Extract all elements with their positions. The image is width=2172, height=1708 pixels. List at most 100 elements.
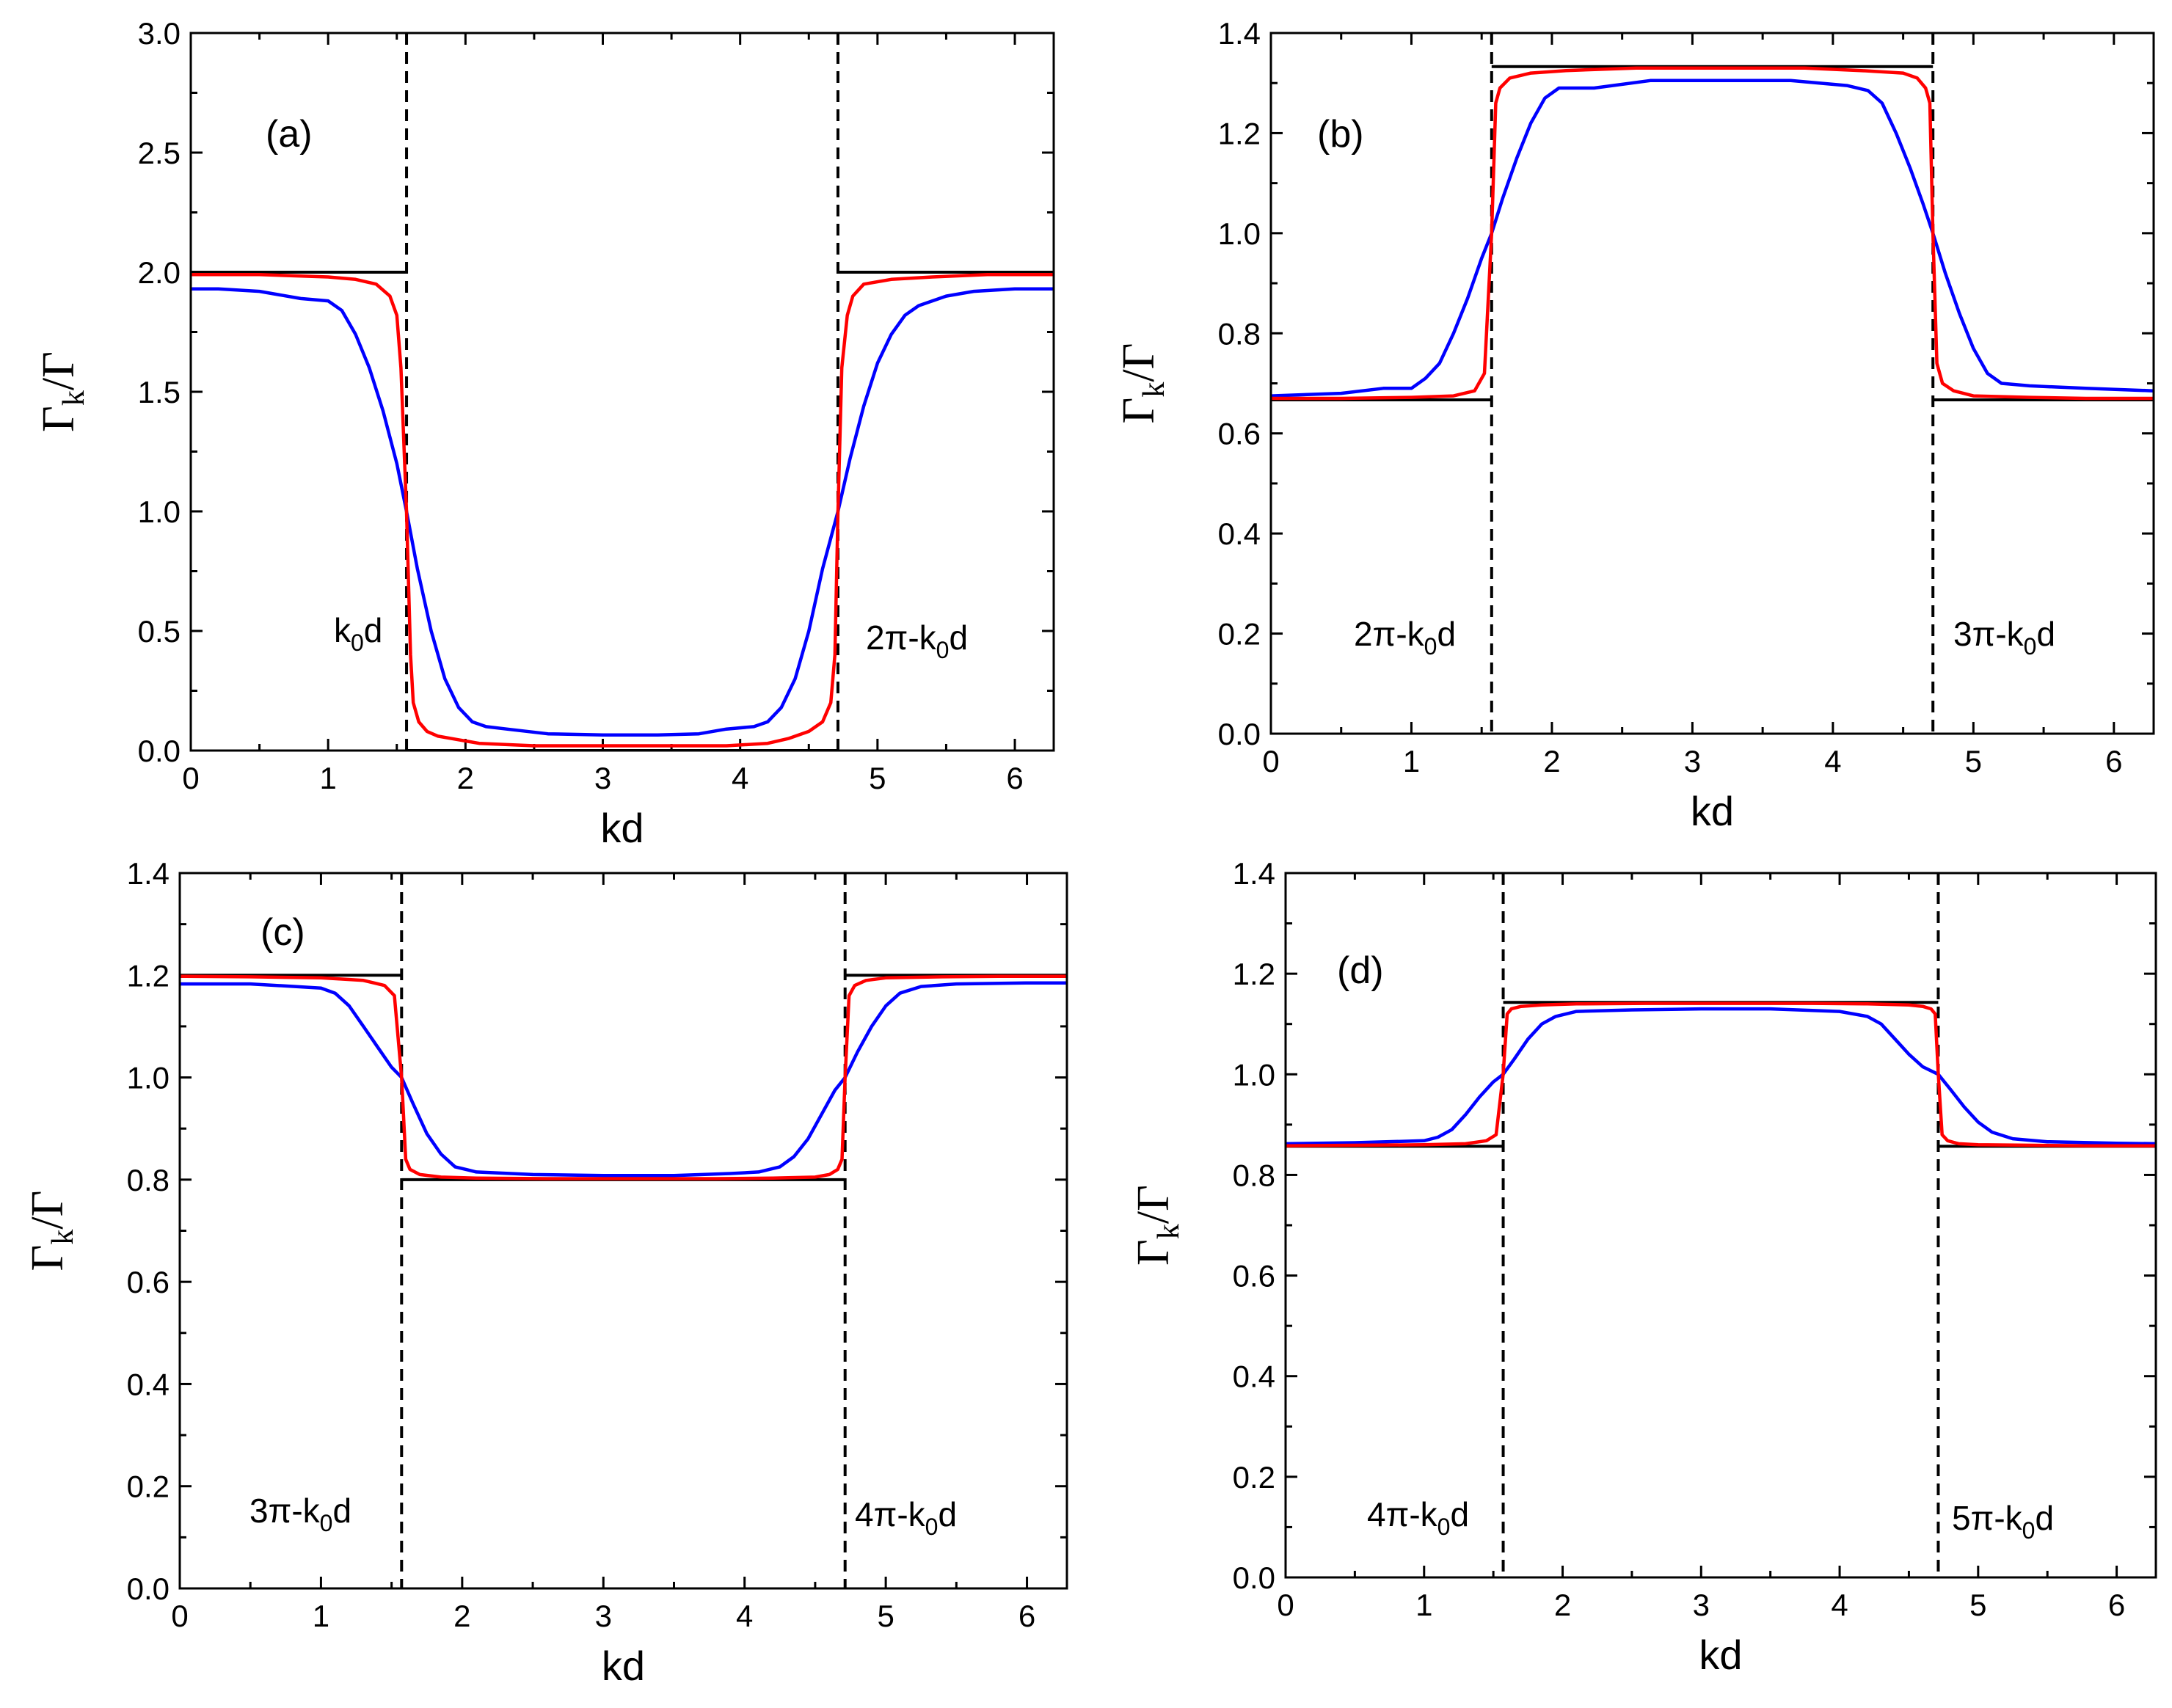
- y-tick-label: 1.0: [138, 494, 181, 529]
- y-label-subscript: k: [57, 390, 91, 406]
- x-tick-label: 3: [1684, 744, 1701, 778]
- annotation-text: k: [334, 611, 351, 649]
- y-label-main: Γ: [1114, 398, 1164, 424]
- panel-label: (a): [266, 113, 313, 156]
- vline-annotation: 4π-k0d: [855, 1495, 957, 1540]
- y-label-main: Γ: [23, 1245, 73, 1271]
- y-tick-label: 1.0: [1218, 216, 1261, 251]
- annotation-subscript: 0: [351, 629, 364, 656]
- y-label-subscript: k: [1152, 1224, 1186, 1239]
- x-axis-label: kd: [1699, 1632, 1742, 1678]
- vline-annotation: 2π-k0d: [866, 618, 968, 663]
- x-tick-label: 5: [1965, 744, 1982, 778]
- y-tick-label: 0.2: [1218, 617, 1261, 652]
- series-blue: [1271, 79, 2154, 398]
- y-tick-label: 1.0: [1233, 1057, 1275, 1092]
- plot-frame: [178, 872, 1068, 1590]
- x-axis-label: kd: [600, 805, 644, 851]
- annotation-text: 2π-k: [866, 618, 937, 657]
- x-axis-label: kd: [602, 1643, 645, 1689]
- y-axis-label: Γk/Γ: [23, 1191, 80, 1271]
- annotation-text-tail: d: [2035, 1499, 2054, 1537]
- x-tick-label: 4: [732, 761, 748, 795]
- plot-frame: [1269, 32, 2155, 735]
- annotation-text: 4π-k: [1367, 1495, 1438, 1533]
- annotation-subscript: 0: [925, 1514, 939, 1540]
- y-tick-label: 0.4: [127, 1367, 170, 1401]
- y-label-main: Γ: [1129, 1239, 1178, 1266]
- x-tick-label: 4: [736, 1599, 753, 1633]
- annotation-text-tail: d: [1437, 615, 1456, 653]
- panel-c: 0 1 2 3 4 5 60.00.20.40.60.81.01.21.4(c)3π-k0d…: [23, 856, 1068, 1689]
- annotation-text-tail: d: [332, 1492, 351, 1530]
- y-tick-label: 0.6: [127, 1265, 170, 1299]
- plot-frame: [1284, 872, 2157, 1579]
- theory-lines: [1286, 1001, 2156, 1148]
- annotation-text-tail: d: [1450, 1495, 1469, 1533]
- x-tick-label: 5: [877, 1599, 894, 1633]
- theory-lines: [191, 271, 1054, 751]
- y-tick-label: 1.2: [1233, 957, 1275, 991]
- x-tick-label: 4: [1824, 744, 1841, 778]
- panel-b: 0 1 2 3 4 5 60.00.20.40.60.81.01.21.4(b)2π-k0d…: [1114, 16, 2155, 834]
- x-tick-label: 6: [1006, 761, 1023, 795]
- annotation-text: 2π-k: [1354, 615, 1425, 653]
- series-blue: [180, 981, 1067, 1178]
- y-tick-label: 0.2: [127, 1470, 170, 1504]
- y-tick-label: 1.4: [1218, 16, 1261, 51]
- annotation-subscript: 0: [1437, 1514, 1451, 1540]
- annotation-text: 5π-k: [1952, 1499, 2023, 1537]
- x-tick-label: 6: [2108, 1588, 2125, 1622]
- series-red: [1286, 1001, 2156, 1147]
- x-tick-label: 0: [1262, 744, 1279, 778]
- y-tick-label: 3.0: [138, 16, 181, 51]
- y-tick-label: 0.0: [1233, 1561, 1275, 1595]
- y-label-tail: /Γ: [23, 1191, 73, 1230]
- y-tick-label: 2.0: [138, 255, 181, 290]
- y-label-main: Γ: [34, 406, 84, 432]
- x-tick-label: 5: [1969, 1588, 1986, 1622]
- annotation-text: 3π-k: [1953, 615, 2025, 653]
- x-tick-label: 1: [1403, 744, 1420, 778]
- x-tick-label: 6: [1018, 1599, 1035, 1633]
- vline-annotation: 4π-k0d: [1367, 1495, 1469, 1540]
- annotation-text-tail: d: [949, 618, 968, 657]
- annotation-subscript: 0: [2022, 1517, 2036, 1544]
- x-tick-label: 3: [594, 761, 611, 795]
- y-axis-label: Γk/Γ: [1129, 1185, 1186, 1266]
- panel-d: 0 1 2 3 4 5 60.00.20.40.60.81.01.21.4(d)4π-k0d…: [1129, 856, 2157, 1678]
- y-label-subscript: k: [46, 1230, 80, 1245]
- panel-a: 0 1 2 3 4 5 60.00.51.01.52.02.53.0(a)k0d 2π-k0d…: [34, 16, 1055, 851]
- vline-annotation: 3π-k0d: [249, 1492, 351, 1536]
- panel-label: (c): [260, 911, 305, 954]
- x-tick-label: 6: [2105, 744, 2122, 778]
- y-tick-label: 0.0: [138, 734, 181, 768]
- x-tick-label: 2: [1543, 744, 1560, 778]
- y-tick-label: 0.8: [127, 1163, 170, 1197]
- x-tick-label: 3: [1693, 1588, 1710, 1622]
- y-tick-label: 0.6: [1218, 417, 1261, 451]
- vline-annotation: 5π-k0d: [1952, 1499, 2054, 1544]
- y-tick-label: 0.0: [1218, 717, 1261, 751]
- x-tick-label: 5: [869, 761, 886, 795]
- x-tick-label: 1: [313, 1599, 329, 1633]
- x-tick-label: 3: [595, 1599, 612, 1633]
- x-tick-label: 0: [182, 761, 199, 795]
- y-tick-label: 2.5: [138, 136, 181, 170]
- annotation-subscript: 0: [1424, 633, 1437, 660]
- vline-annotation: 3π-k0d: [1953, 615, 2055, 660]
- theory-lines: [180, 974, 1067, 1181]
- series-red: [180, 974, 1067, 1180]
- y-tick-label: 0.5: [138, 614, 181, 649]
- annotation-text-tail: d: [938, 1495, 957, 1533]
- x-tick-label: 0: [1277, 1588, 1294, 1622]
- y-tick-label: 0.0: [127, 1572, 170, 1606]
- x-tick-label: 0: [171, 1599, 188, 1633]
- x-tick-label: 2: [453, 1599, 470, 1633]
- y-tick-label: 0.4: [1218, 517, 1261, 551]
- panel-label: (d): [1337, 949, 1384, 992]
- vline-annotation: k0d: [334, 611, 382, 656]
- y-tick-label: 0.6: [1233, 1259, 1275, 1293]
- y-label-subscript: k: [1137, 382, 1171, 398]
